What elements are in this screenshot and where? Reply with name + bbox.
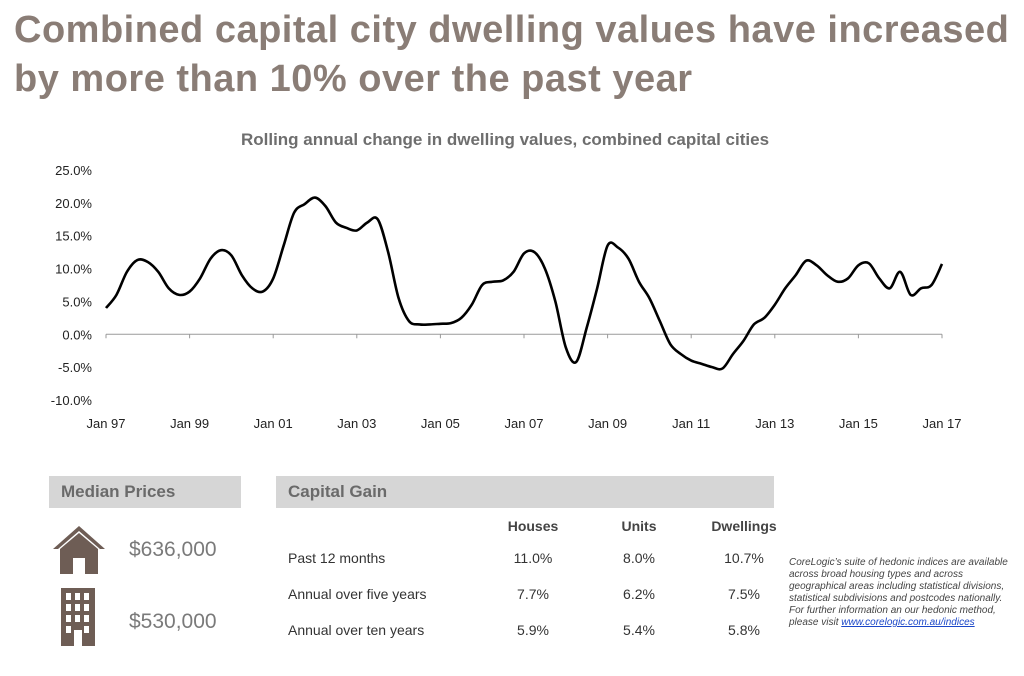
x-tick-label: Jan 05 (421, 416, 460, 431)
capital-gain-header: Capital Gain (276, 476, 774, 508)
houses-value: 11.0% (513, 550, 553, 566)
dwellings-value: 10.7% (724, 550, 764, 566)
unit-median-price: $530,000 (129, 610, 217, 633)
x-tick-label: Jan 11 (672, 416, 710, 431)
footnote: CoreLogic’s suite of hedonic indices are… (789, 557, 1017, 629)
house-icon (53, 526, 105, 574)
x-tick-label: Jan 07 (504, 416, 543, 431)
x-tick-label: Jan 15 (839, 416, 878, 431)
house-median-price: $636,000 (129, 538, 217, 561)
houses-value: 5.9% (517, 622, 549, 638)
headline: Combined capital city dwelling values ha… (14, 9, 1010, 100)
dwellings-value: 5.8% (728, 622, 760, 638)
y-tick-label: -5.0% (58, 360, 92, 375)
x-tick-label: Jan 99 (170, 416, 209, 431)
houses-value: 7.7% (517, 586, 549, 602)
x-tick-label: Jan 13 (755, 416, 794, 431)
column-header-dwellings: Dwellings (711, 518, 777, 534)
x-tick-label: Jan 97 (86, 416, 125, 431)
units-value: 6.2% (623, 586, 655, 602)
y-tick-label: 20.0% (55, 196, 92, 211)
y-tick-label: 15.0% (55, 229, 92, 244)
row-label: Annual over ten years (288, 622, 425, 638)
dwellings-value: 7.5% (728, 586, 760, 602)
median-prices-header: Median Prices (49, 476, 241, 508)
y-tick-label: 5.0% (62, 294, 92, 309)
x-axis: Jan 97 Jan 99 Jan 01 Jan 03 Jan 05 Jan 07 Jan … (86, 416, 961, 431)
apartment-building-icon (61, 588, 95, 646)
column-header-units: Units (621, 518, 657, 534)
table-row: Annual over ten years 5.9% 5.4% 5.8% (276, 612, 796, 648)
y-axis: 25.0% 20.0% 15.0% 10.0% 5.0% 0.0% -5.0% -10.0% (51, 163, 93, 408)
corelogic-indices-link[interactable]: www.corelogic.com.au/indices (841, 617, 975, 628)
capital-gain-table: Houses Units Dwellings Past 12 months 11… (276, 512, 796, 648)
y-tick-label: 25.0% (55, 163, 92, 178)
column-header (276, 512, 480, 540)
chart-title: Rolling annual change in dwelling values… (240, 130, 770, 149)
table-row: Past 12 months 11.0% 8.0% 10.7% (276, 540, 796, 576)
series-line (104, 196, 944, 371)
table-header-row: Houses Units Dwellings (276, 512, 796, 540)
x-axis-tickmarks (105, 334, 943, 339)
y-tick-label: -10.0% (51, 393, 93, 408)
units-value: 8.0% (623, 550, 655, 566)
table-row: Annual over five years 7.7% 6.2% 7.5% (276, 576, 796, 612)
x-tick-label: Jan 03 (337, 416, 376, 431)
y-tick-label: 0.0% (62, 327, 92, 342)
y-tick-label: 10.0% (55, 262, 92, 277)
units-value: 5.4% (623, 622, 655, 638)
row-label: Past 12 months (288, 550, 386, 566)
column-header-houses: Houses (507, 518, 559, 534)
footnote-text: CoreLogic’s suite of hedonic indices are… (789, 557, 1008, 628)
line-chart: 25.0%20.0%15.0%10.0%5.0%0.0%-5.0%-10.0% … (51, 163, 962, 431)
x-tick-label: Jan 09 (588, 416, 627, 431)
x-tick-label: Jan 17 (922, 416, 961, 431)
row-label: Annual over five years (288, 586, 427, 602)
x-tick-label: Jan 01 (254, 416, 293, 431)
